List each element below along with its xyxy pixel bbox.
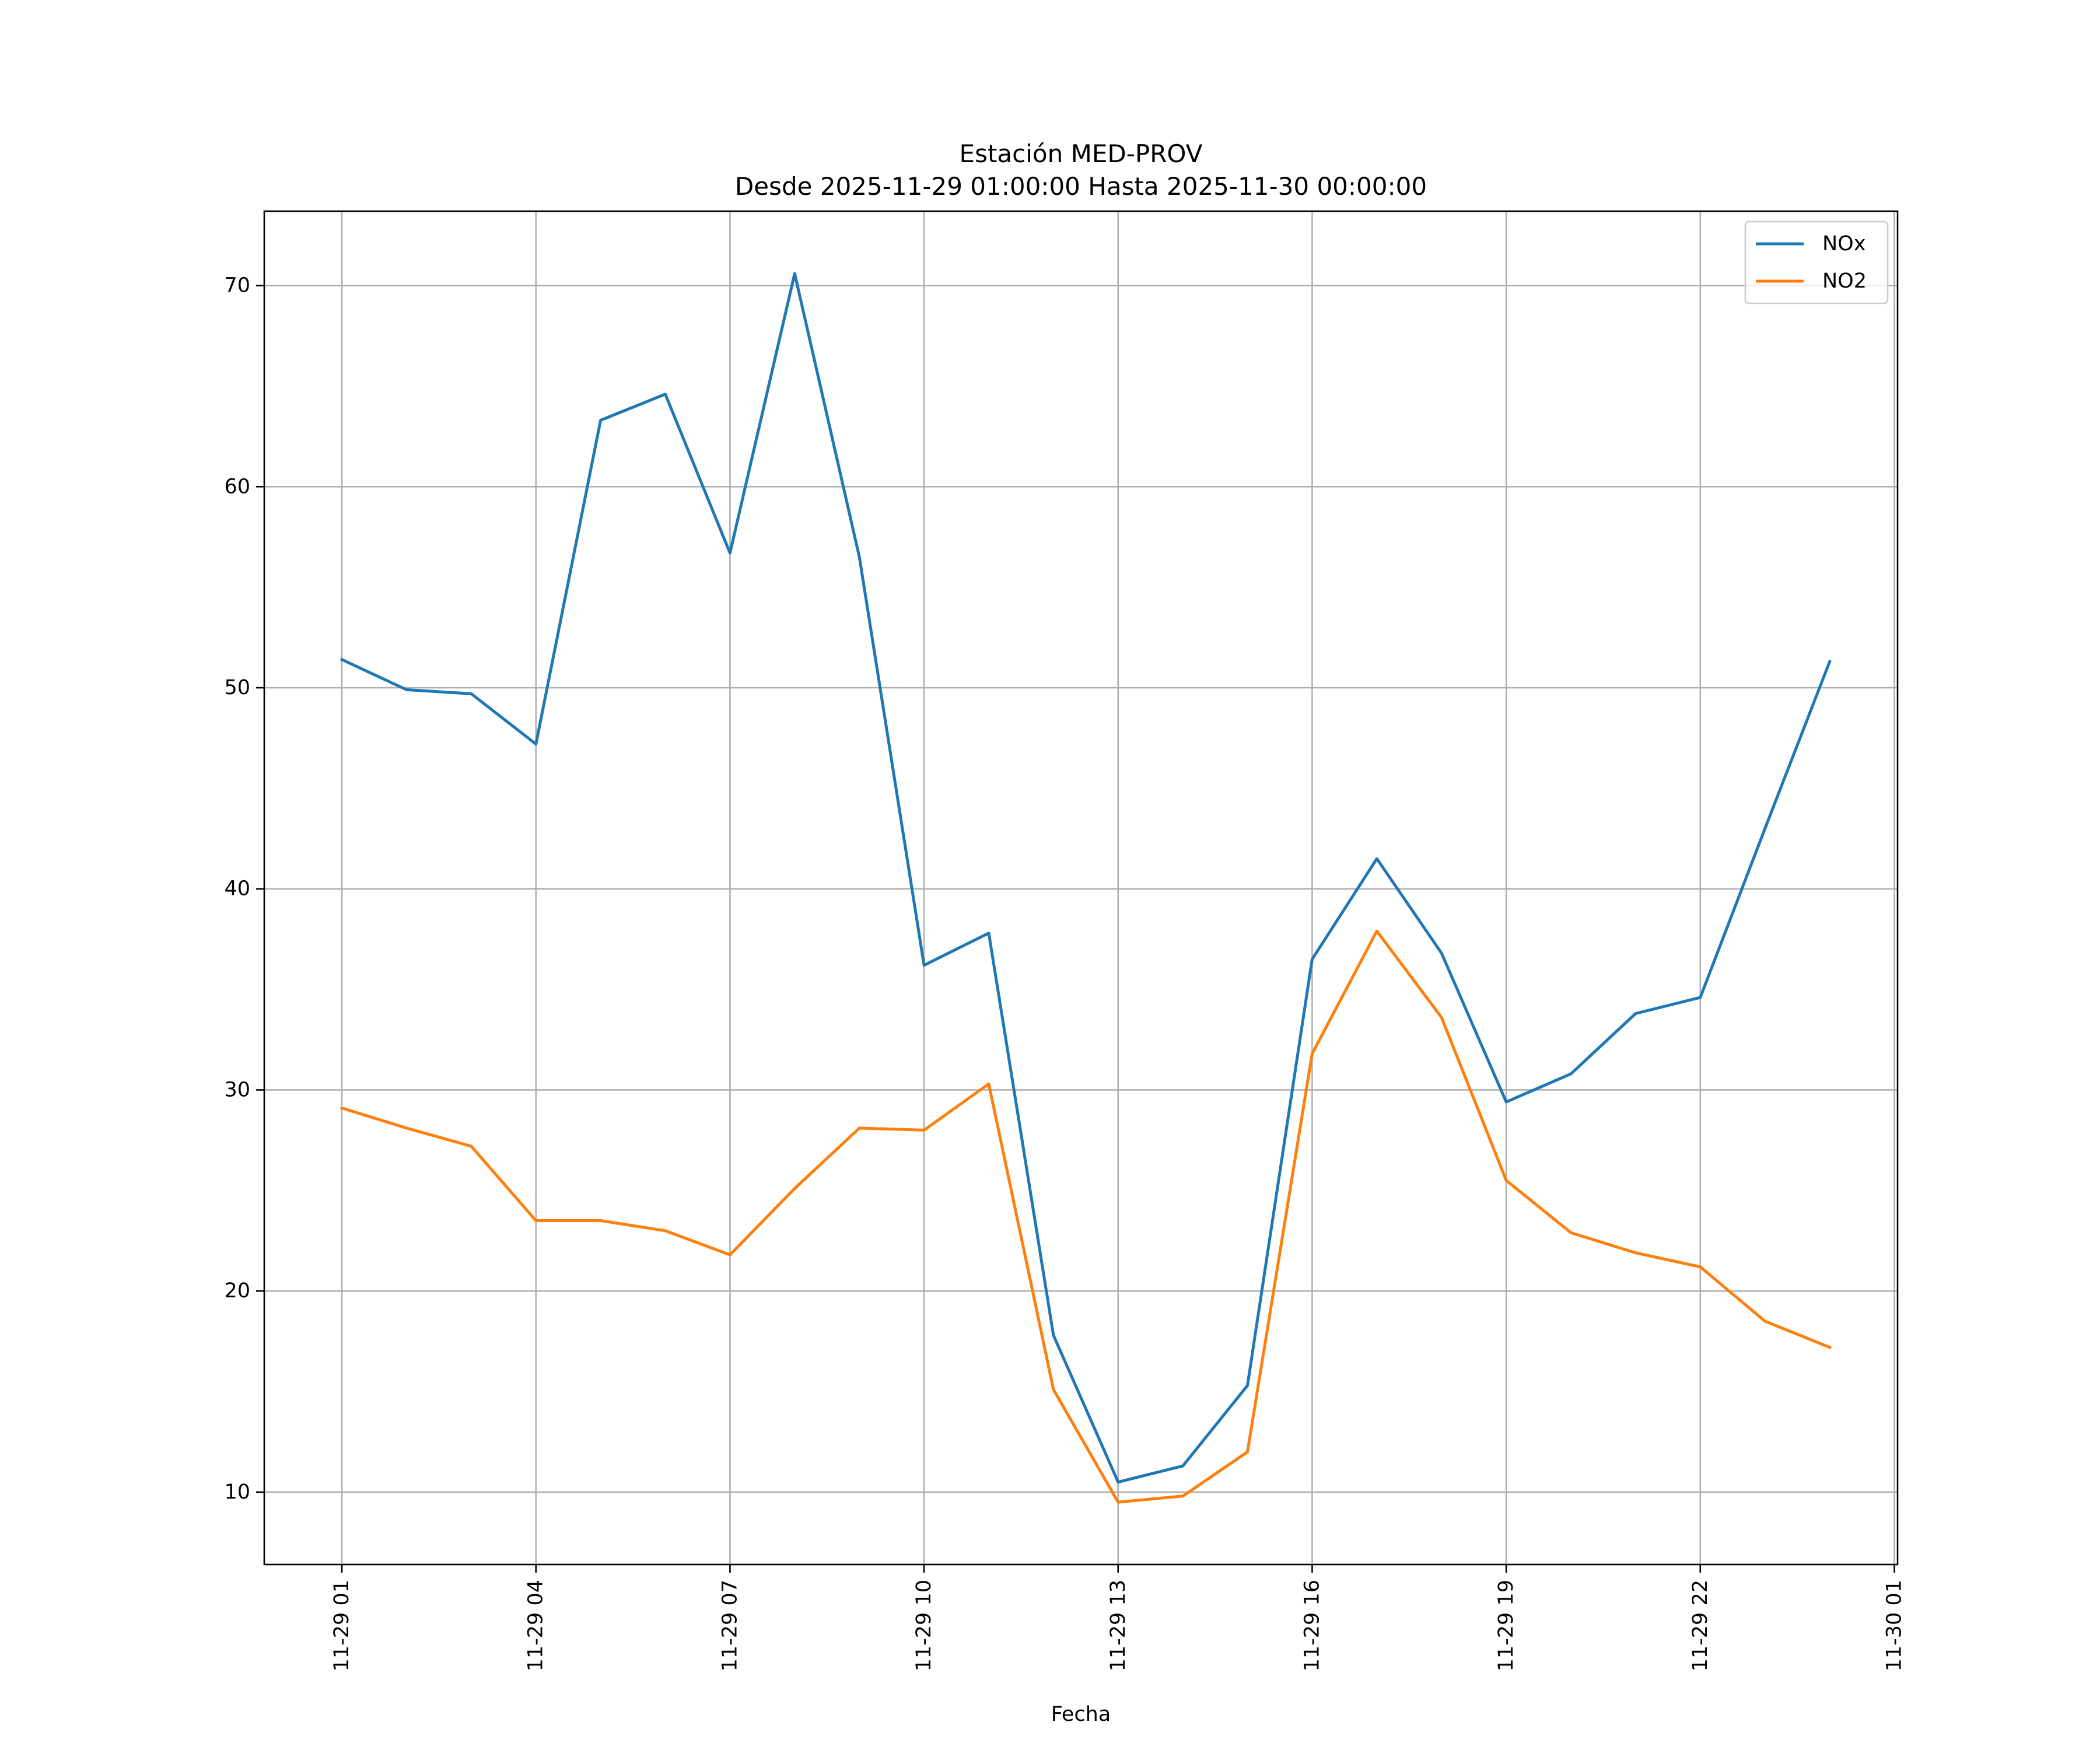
- data-point-no2: [793, 1186, 796, 1190]
- y-tick-label: 40: [224, 877, 250, 901]
- y-tick-label: 20: [224, 1279, 250, 1303]
- data-point-no2: [599, 1219, 603, 1223]
- legend-label-nox: NOx: [1822, 232, 1866, 256]
- data-point-nox: [728, 551, 732, 555]
- data-point-no2: [728, 1253, 732, 1256]
- legend: NOx NO2: [1744, 220, 1889, 304]
- y-tick-label: 70: [224, 274, 250, 298]
- data-point-nox: [1828, 660, 1832, 663]
- data-point-no2: [987, 1082, 991, 1086]
- series-line-nox: [340, 272, 1832, 1484]
- x-axis-label: Fecha: [1051, 1703, 1111, 1726]
- x-tick-label: 11-29 01: [330, 1580, 354, 1671]
- data-point-no2: [1828, 1346, 1832, 1349]
- x-tick-label: 11-29 19: [1494, 1580, 1518, 1671]
- y-tick-label: 60: [224, 475, 250, 498]
- x-tick-label: 11-29 04: [524, 1580, 548, 1671]
- data-point-no2: [1763, 1320, 1767, 1323]
- x-tick-label: 11-29 22: [1689, 1580, 1712, 1671]
- data-point-nox: [405, 688, 408, 691]
- data-point-nox: [1310, 957, 1314, 961]
- legend-label-no2: NO2: [1822, 270, 1867, 293]
- data-point-nox: [1052, 1334, 1055, 1337]
- data-point-no2: [1569, 1231, 1573, 1234]
- data-point-nox: [1440, 951, 1443, 955]
- data-point-no2: [340, 1106, 344, 1110]
- data-point-no2: [1246, 1450, 1250, 1454]
- data-point-no2: [1634, 1251, 1637, 1255]
- data-point-nox: [1116, 1480, 1120, 1484]
- data-point-nox: [1375, 857, 1378, 860]
- chart-title: Estación MED-PROV: [960, 139, 1203, 168]
- data-point-nox: [987, 932, 991, 935]
- chart-subtitle: Desde 2025-11-29 01:00:00 Hasta 2025-11-…: [735, 172, 1427, 201]
- data-point-no2: [1116, 1500, 1120, 1504]
- data-point-no2: [1504, 1179, 1508, 1182]
- data-point-nox: [1634, 1012, 1637, 1015]
- data-point-nox: [1246, 1384, 1250, 1387]
- data-point-nox: [1181, 1464, 1185, 1468]
- data-point-nox: [599, 419, 603, 422]
- data-point-nox: [1504, 1100, 1508, 1104]
- x-tick-label: 11-29 07: [718, 1580, 741, 1671]
- data-point-nox: [664, 393, 667, 396]
- data-point-no2: [470, 1144, 473, 1148]
- data-point-nox: [1569, 1072, 1573, 1076]
- data-point-no2: [664, 1229, 667, 1233]
- x-tick-label: 11-29 10: [912, 1580, 936, 1671]
- data-point-no2: [858, 1126, 861, 1130]
- series-line-no2: [340, 929, 1832, 1504]
- x-tick-label: 11-29 16: [1300, 1580, 1324, 1671]
- data-point-no2: [1052, 1388, 1055, 1391]
- data-point-no2: [1440, 1016, 1443, 1019]
- data-point-nox: [1699, 996, 1702, 999]
- x-tick-label: 11-29 13: [1107, 1580, 1130, 1671]
- data-point-nox: [534, 743, 538, 746]
- y-tick-label: 50: [224, 676, 250, 699]
- data-point-no2: [405, 1126, 408, 1130]
- data-point-no2: [1699, 1265, 1702, 1269]
- data-point-no2: [1181, 1494, 1185, 1498]
- data-point-no2: [534, 1219, 538, 1223]
- legend-box: [1744, 220, 1889, 304]
- x-tick-label: 11-30 01: [1882, 1580, 1906, 1671]
- data-point-no2: [922, 1128, 926, 1132]
- y-tick-label: 30: [224, 1078, 250, 1101]
- plot-area-frame: [263, 210, 1899, 1566]
- data-point-nox: [340, 658, 344, 662]
- data-point-nox: [793, 272, 796, 275]
- data-point-no2: [1310, 1052, 1314, 1055]
- data-point-no2: [1375, 929, 1378, 933]
- data-point-nox: [858, 555, 861, 559]
- data-point-nox: [922, 964, 926, 967]
- y-tick-label: 10: [224, 1480, 250, 1504]
- data-point-nox: [1763, 827, 1767, 830]
- data-point-nox: [470, 692, 473, 695]
